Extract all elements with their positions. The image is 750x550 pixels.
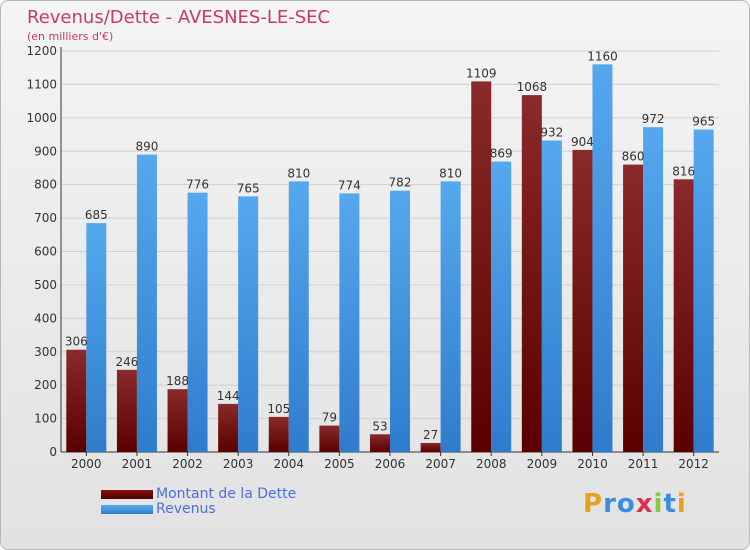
data-label-debt: 904 [571, 135, 594, 149]
data-label-revenue: 810 [287, 166, 310, 180]
data-label-debt: 246 [115, 355, 138, 369]
logo-letter: i [676, 489, 687, 519]
data-label-debt: 105 [267, 402, 290, 416]
x-tick-label: 2004 [273, 457, 304, 471]
bar-debt [116, 369, 137, 452]
bar-debt [319, 425, 340, 452]
proxiti-logo: Proxiti [583, 489, 687, 519]
legend-swatch-revenue [101, 505, 153, 514]
bar-revenue [541, 140, 562, 452]
y-tick-label: 1200 [26, 44, 57, 58]
data-label-revenue: 685 [85, 208, 108, 222]
bar-debt [420, 442, 441, 452]
bar-revenue [86, 223, 107, 452]
x-tick-label: 2000 [71, 457, 102, 471]
data-label-debt: 306 [65, 335, 88, 349]
data-label-revenue: 1160 [587, 49, 618, 63]
bar-debt [521, 95, 542, 453]
data-label-revenue: 765 [237, 181, 260, 195]
x-tick-label: 2001 [122, 457, 153, 471]
y-tick-label: 900 [34, 144, 57, 158]
x-tick-label: 2009 [527, 457, 558, 471]
x-tick-label: 2011 [628, 457, 659, 471]
data-label-debt: 27 [423, 428, 438, 442]
bar-revenue [339, 193, 360, 453]
x-tick-label: 2007 [425, 457, 456, 471]
data-label-debt: 188 [166, 374, 189, 388]
legend-label-debt: Montant de la Dette [156, 486, 297, 502]
data-label-revenue: 782 [389, 176, 412, 190]
bar-debt [471, 81, 492, 452]
y-tick-label: 800 [34, 178, 57, 192]
data-label-debt: 1109 [466, 66, 497, 80]
logo-letter: t [663, 489, 677, 519]
chart-subtitle: (en milliers d'€) [27, 30, 114, 43]
bar-revenue [440, 181, 461, 452]
x-tick-label: 2006 [375, 457, 406, 471]
bar-revenue [390, 190, 410, 452]
logo-letter: P [583, 489, 604, 519]
bar-revenue [592, 64, 613, 452]
bar-debt [673, 179, 694, 452]
y-tick-label: 300 [34, 345, 57, 359]
y-tick-label: 100 [34, 412, 57, 426]
logo-letter: x [635, 489, 654, 519]
data-label-revenue: 776 [186, 178, 209, 192]
x-tick-label: 2005 [324, 457, 355, 471]
bar-revenue [693, 129, 714, 452]
bar-debt [572, 149, 593, 452]
data-label-debt: 79 [322, 411, 337, 425]
bar-debt [623, 164, 644, 452]
data-label-debt: 816 [672, 164, 695, 178]
logo-letter: o [616, 489, 636, 519]
y-tick-label: 700 [34, 211, 57, 225]
data-label-revenue: 890 [135, 140, 158, 154]
x-tick-label: 2012 [678, 457, 709, 471]
legend-swatch-debt [101, 490, 153, 499]
chart-title: Revenus/Dette - AVESNES-LE-SEC [27, 7, 331, 28]
bar-debt [167, 389, 188, 452]
y-tick-label: 1000 [26, 111, 57, 125]
y-tick-label: 0 [49, 445, 57, 459]
bar-debt [268, 416, 289, 452]
bar-revenue [187, 192, 208, 453]
data-label-revenue: 972 [642, 112, 665, 126]
data-label-revenue: 932 [540, 126, 563, 140]
data-label-debt: 144 [217, 389, 240, 403]
data-label-revenue: 965 [692, 115, 715, 129]
bar-debt [218, 403, 239, 452]
bar-debt [370, 434, 390, 452]
data-label-debt: 53 [372, 419, 387, 433]
bar-debt [66, 349, 87, 452]
y-tick-label: 200 [34, 378, 57, 392]
y-tick-label: 600 [34, 245, 57, 259]
y-tick-label: 400 [34, 311, 57, 325]
data-label-revenue: 810 [439, 166, 462, 180]
x-tick-label: 2002 [172, 457, 203, 471]
bar-revenue [136, 154, 157, 452]
bar-revenue [643, 127, 664, 452]
bars-layer [66, 64, 714, 453]
bar-revenue [491, 161, 512, 452]
logo-letter: r [603, 489, 617, 519]
legend-label-revenue: Revenus [156, 501, 216, 517]
x-tick-label: 2010 [577, 457, 608, 471]
bar-revenue [238, 196, 259, 452]
x-tick-label: 2003 [223, 457, 254, 471]
x-tick-label: 2008 [476, 457, 507, 471]
bar-revenue [288, 181, 309, 452]
y-tick-label: 1100 [26, 77, 57, 91]
labels-layer: 0 100 200 300 400 500 600 700 800 900 1000 1100 1200… [26, 44, 715, 471]
data-label-debt: 1068 [517, 80, 548, 94]
data-label-revenue: 869 [490, 147, 513, 161]
data-label-revenue: 774 [338, 178, 361, 192]
y-tick-label: 500 [34, 278, 57, 292]
logo-letter: i [653, 489, 664, 519]
data-label-debt: 860 [622, 150, 645, 164]
